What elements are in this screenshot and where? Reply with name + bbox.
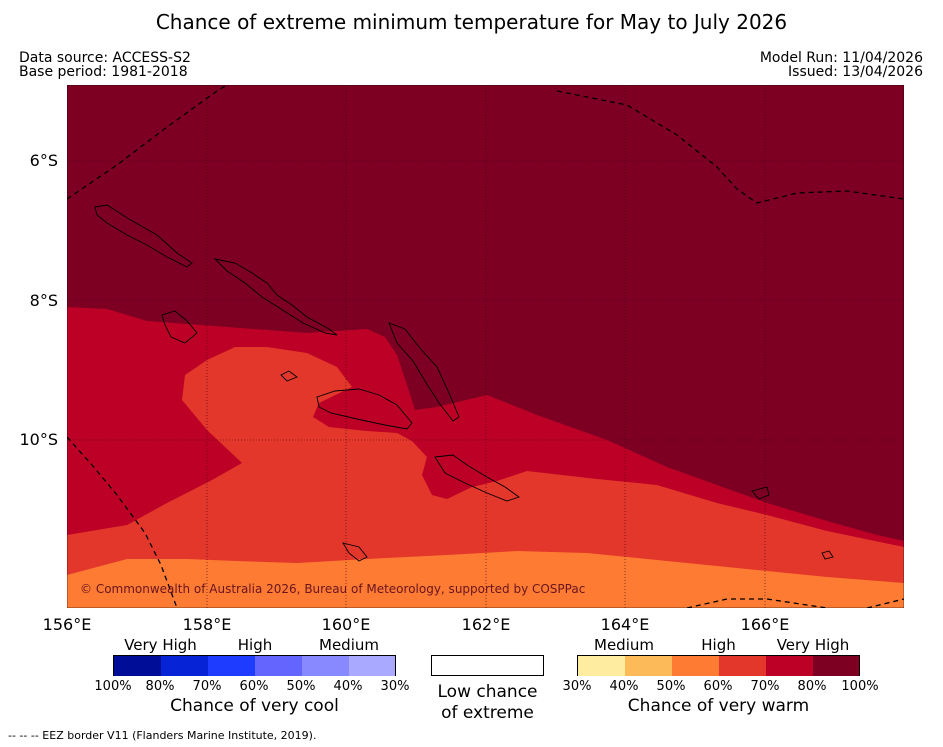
copyright-text: © Commonwealth of Australia 2026, Bureau…: [80, 582, 586, 596]
warm-pct: 30%: [562, 679, 592, 694]
cool-pct: 30%: [380, 679, 410, 694]
cool-swatch: [349, 656, 395, 676]
lon-label-158e: 158°E: [182, 615, 232, 634]
warm-pct: 80%: [797, 679, 827, 694]
cool-legend-title: Chance of very cool: [170, 696, 339, 716]
island-rennell: [751, 486, 770, 500]
warm-legend-title: Chance of very warm: [627, 696, 810, 716]
island-malaita: [434, 454, 520, 502]
warm-pct: 60%: [703, 679, 733, 694]
lon-label-160e: 160°E: [321, 615, 371, 634]
cool-pct: 60%: [239, 679, 269, 694]
model-run: Model Run: 11/04/2026: [759, 50, 923, 66]
region-high-70: [67, 347, 904, 608]
forecast-map: [67, 85, 904, 608]
graticule: [67, 85, 904, 608]
warm-pct: 40%: [609, 679, 639, 694]
eez-borders: [67, 85, 904, 608]
warm-cat-high: High: [701, 636, 736, 654]
cool-swatch: [302, 656, 349, 676]
eez-note: -- -- -- EEZ border V11 (Flanders Marine…: [8, 729, 317, 742]
warm-swatch: [766, 656, 813, 676]
map-title: Chance of extreme minimum temperature fo…: [155, 10, 788, 34]
warm-cat-very-high: Very High: [776, 636, 850, 654]
cool-pct: 80%: [145, 679, 175, 694]
island-santa-isabel: [388, 322, 460, 422]
cool-cat-medium: Medium: [319, 636, 379, 654]
lat-label-10s: 10°S: [19, 430, 58, 449]
region-medium-60: [67, 551, 904, 608]
cool-swatch: [255, 656, 302, 676]
lon-label-156e: 156°E: [42, 615, 92, 634]
cool-swatch: [161, 656, 208, 676]
warm-swatch: [672, 656, 719, 676]
cool-pct: 100%: [94, 679, 132, 694]
cool-pct: 40%: [333, 679, 363, 694]
cool-swatch: [114, 656, 161, 676]
cool-pct: 70%: [192, 679, 222, 694]
cool-swatch: [208, 656, 255, 676]
lat-label-8s: 8°S: [29, 291, 58, 310]
lon-label-166e: 166°E: [740, 615, 790, 634]
warm-cat-medium: Medium: [594, 636, 654, 654]
warm-swatch: [719, 656, 766, 676]
coastlines: [94, 204, 834, 562]
cool-cat-very-high: Very High: [124, 636, 197, 654]
island-small-2: [821, 550, 834, 560]
island-small-1: [280, 370, 298, 382]
island-guadalcanal: [316, 388, 413, 430]
warm-pct: 50%: [656, 679, 686, 694]
issued-date: Issued: 13/04/2026: [788, 64, 923, 80]
lon-label-164e: 164°E: [600, 615, 650, 634]
data-source: Data source: ACCESS-S2: [19, 50, 191, 66]
base-period: Base period: 1981-2018: [19, 64, 188, 80]
cool-pct: 50%: [286, 679, 316, 694]
lon-label-162e: 162°E: [461, 615, 511, 634]
cool-cat-high: High: [237, 636, 273, 654]
neutral-swatch: [431, 655, 544, 676]
island-new-georgia: [161, 310, 198, 344]
warm-swatch: [813, 656, 859, 676]
warm-colorbar: [577, 655, 860, 676]
island-makira: [342, 542, 368, 562]
warm-pct: 100%: [841, 679, 879, 694]
island-bougainville: [94, 204, 193, 268]
warm-pct: 70%: [750, 679, 780, 694]
island-choiseul: [213, 258, 338, 336]
neutral-label-line2: of extreme: [441, 703, 534, 723]
warm-swatch: [578, 656, 625, 676]
neutral-label-line1: Low chance: [437, 682, 538, 702]
warm-swatch: [625, 656, 672, 676]
cool-colorbar: [113, 655, 396, 676]
lat-label-6s: 6°S: [29, 151, 58, 170]
